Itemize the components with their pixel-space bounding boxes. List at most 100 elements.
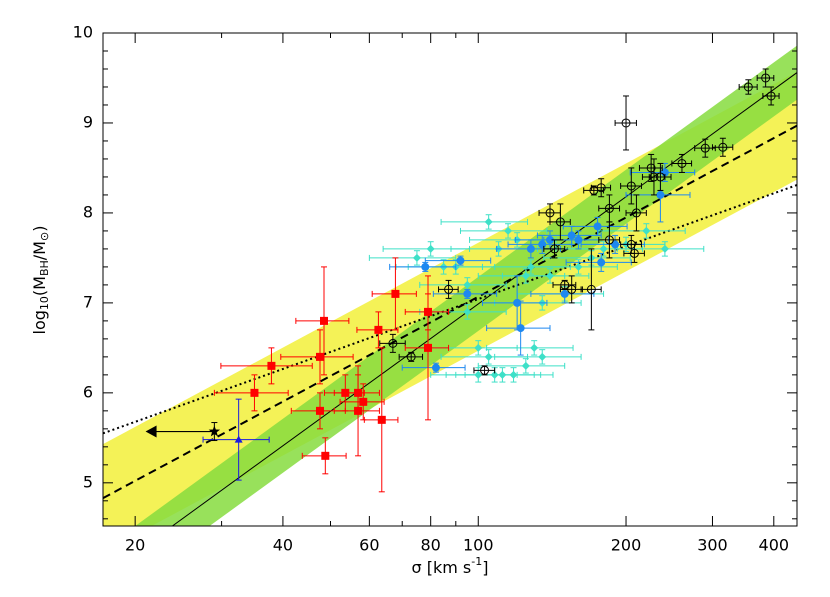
point xyxy=(463,289,472,298)
point xyxy=(444,284,454,294)
point xyxy=(406,352,416,362)
point xyxy=(426,244,435,253)
y-tick-label: 7 xyxy=(83,292,93,311)
point xyxy=(656,190,665,199)
point xyxy=(480,365,490,375)
point xyxy=(596,183,606,193)
y-label-part: (M xyxy=(30,276,49,296)
point xyxy=(484,217,493,226)
y-tick-label: 9 xyxy=(83,112,93,131)
point xyxy=(567,284,577,294)
point xyxy=(319,316,328,325)
axes: 20 40 60 80 100 200 300 400 5 6 7 8 9 10 xyxy=(73,23,797,555)
point xyxy=(660,168,669,177)
y-tick-label: 5 xyxy=(83,472,93,491)
point xyxy=(474,343,483,352)
x-label-sup: -1 xyxy=(471,555,482,568)
point xyxy=(629,248,639,258)
point xyxy=(463,307,472,316)
point xyxy=(391,289,400,298)
y-tick-label: 8 xyxy=(83,202,93,221)
point xyxy=(250,388,259,397)
y-label-sub: 10 xyxy=(38,296,51,310)
point xyxy=(604,235,614,245)
x-tick-label: 400 xyxy=(759,536,790,555)
y-label-part: log xyxy=(30,310,49,334)
point xyxy=(359,397,368,406)
y-tick-label: 10 xyxy=(73,23,93,42)
x-tick-label: 60 xyxy=(359,536,379,555)
x-tick-label: 300 xyxy=(697,536,728,555)
point xyxy=(655,172,665,182)
fit-line xyxy=(171,72,797,526)
point xyxy=(574,235,583,244)
point xyxy=(321,451,330,460)
point xyxy=(316,406,325,415)
fit-lines xyxy=(103,72,797,526)
point xyxy=(766,91,776,101)
x-tick-label: 80 xyxy=(421,536,441,555)
point xyxy=(593,222,602,231)
y-label-part: ) xyxy=(30,226,49,232)
point xyxy=(208,425,221,437)
point xyxy=(567,231,576,240)
point xyxy=(354,406,363,415)
point xyxy=(526,244,535,253)
point xyxy=(743,82,753,92)
x-tick-label: 20 xyxy=(125,536,145,555)
point xyxy=(611,240,620,249)
point xyxy=(631,208,641,218)
point xyxy=(700,143,710,153)
x-axis-label: σ [km s-1] xyxy=(412,555,489,577)
point xyxy=(646,163,656,173)
y-label-sub: BH xyxy=(38,260,51,276)
x-tick-label: 200 xyxy=(611,536,642,555)
point xyxy=(504,226,513,235)
point xyxy=(550,244,560,254)
y-label-sub: ⊙ xyxy=(38,232,51,241)
point xyxy=(316,352,325,361)
x-label-part: σ [km s xyxy=(412,558,472,577)
point xyxy=(555,217,565,227)
point xyxy=(604,203,614,213)
point xyxy=(234,435,243,443)
x-tick-label: 100 xyxy=(463,536,494,555)
point xyxy=(597,258,606,267)
point xyxy=(530,343,539,352)
point xyxy=(586,284,596,294)
point xyxy=(388,338,398,348)
x-tick-label: 40 xyxy=(273,536,293,555)
point xyxy=(456,256,465,265)
x-label-part: ] xyxy=(482,558,488,577)
point xyxy=(621,118,631,128)
point xyxy=(521,361,530,370)
point xyxy=(599,244,608,253)
point xyxy=(538,240,547,249)
point xyxy=(660,244,669,253)
point xyxy=(560,289,569,298)
plot-frame xyxy=(102,32,798,527)
point xyxy=(538,352,547,361)
y-tick-label: 6 xyxy=(83,382,93,401)
point xyxy=(626,181,636,191)
bands xyxy=(103,45,797,526)
point xyxy=(516,324,525,333)
points xyxy=(145,68,780,493)
point xyxy=(463,280,472,289)
arrow-head xyxy=(145,425,157,438)
point xyxy=(521,271,530,280)
point xyxy=(431,363,440,372)
point xyxy=(424,343,433,352)
point xyxy=(718,142,728,152)
point xyxy=(377,415,386,424)
point xyxy=(484,352,493,361)
y-label-part: /M xyxy=(30,241,49,260)
point xyxy=(374,325,383,334)
point xyxy=(574,262,583,271)
point xyxy=(421,262,430,271)
point xyxy=(513,298,522,307)
point xyxy=(545,208,555,218)
point xyxy=(412,253,421,262)
point xyxy=(490,370,499,379)
